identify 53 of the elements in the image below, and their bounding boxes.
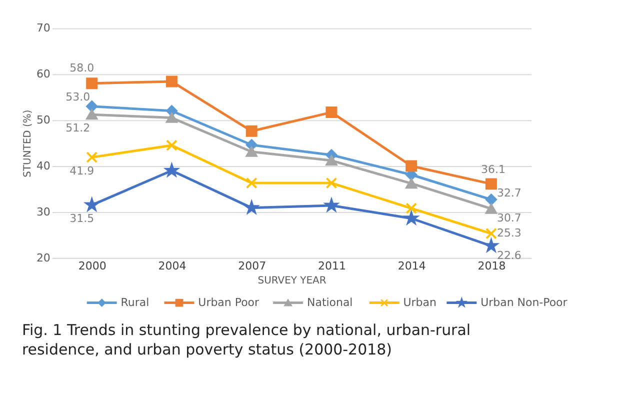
point bbox=[406, 160, 418, 172]
legend-label: Rural bbox=[120, 296, 150, 309]
point bbox=[326, 106, 338, 118]
point bbox=[326, 177, 338, 189]
caption: Fig. 1 Trends in stunting prevalence by national, urban-rural residence, and urban poverty status (2000-2018) bbox=[22, 320, 471, 359]
point bbox=[246, 125, 258, 137]
point bbox=[86, 152, 98, 164]
point bbox=[485, 204, 497, 214]
data-label: 41.9 bbox=[70, 164, 94, 178]
data-label: 58.0 bbox=[70, 61, 94, 74]
x-axis-title: SURVEY YEAR bbox=[258, 275, 326, 286]
point bbox=[86, 100, 98, 112]
x-tick-label: 2000 bbox=[78, 259, 106, 272]
y-tick-label: 70 bbox=[36, 22, 50, 35]
point bbox=[485, 178, 497, 190]
data-label: 31.5 bbox=[70, 212, 94, 226]
point bbox=[86, 78, 98, 90]
x-tick-label: 2014 bbox=[398, 259, 426, 272]
x-tick-label: 2004 bbox=[158, 259, 186, 272]
data-label: 36.1 bbox=[480, 162, 506, 176]
point bbox=[326, 155, 338, 166]
x-tick-label: 2011 bbox=[318, 259, 346, 272]
point bbox=[484, 239, 498, 252]
point bbox=[166, 140, 178, 152]
y-tick-label: 60 bbox=[36, 68, 50, 81]
data-label: 32.7 bbox=[496, 186, 522, 200]
legend-label: National bbox=[307, 296, 353, 309]
point bbox=[166, 76, 178, 88]
data-label: 53.0 bbox=[66, 90, 90, 104]
point bbox=[485, 228, 497, 240]
point bbox=[246, 146, 258, 157]
y-tick-label: 50 bbox=[36, 114, 50, 127]
data-label: 25.3 bbox=[496, 226, 522, 240]
legend-label: Urban Non-Poor bbox=[480, 296, 568, 309]
point bbox=[165, 164, 178, 176]
point bbox=[166, 112, 178, 123]
y-tick-label: 40 bbox=[36, 160, 50, 173]
point bbox=[406, 178, 418, 189]
point bbox=[85, 198, 98, 211]
data-label: 22.6 bbox=[496, 248, 522, 262]
y-tick-label: 20 bbox=[36, 251, 50, 264]
data-label: 51.2 bbox=[66, 122, 90, 135]
x-tick-label: 2018 bbox=[478, 259, 506, 272]
point bbox=[246, 177, 258, 189]
x-tick-label: 2007 bbox=[238, 259, 266, 272]
point bbox=[406, 202, 418, 214]
legend-label: Urban bbox=[403, 296, 436, 309]
point bbox=[485, 194, 497, 206]
data-label: 30.7 bbox=[496, 212, 522, 225]
y-axis-title: STUNTED (%) bbox=[22, 110, 34, 178]
legend-label: Urban Poor bbox=[198, 296, 260, 309]
point bbox=[86, 109, 98, 120]
y-tick-label: 30 bbox=[36, 205, 50, 218]
